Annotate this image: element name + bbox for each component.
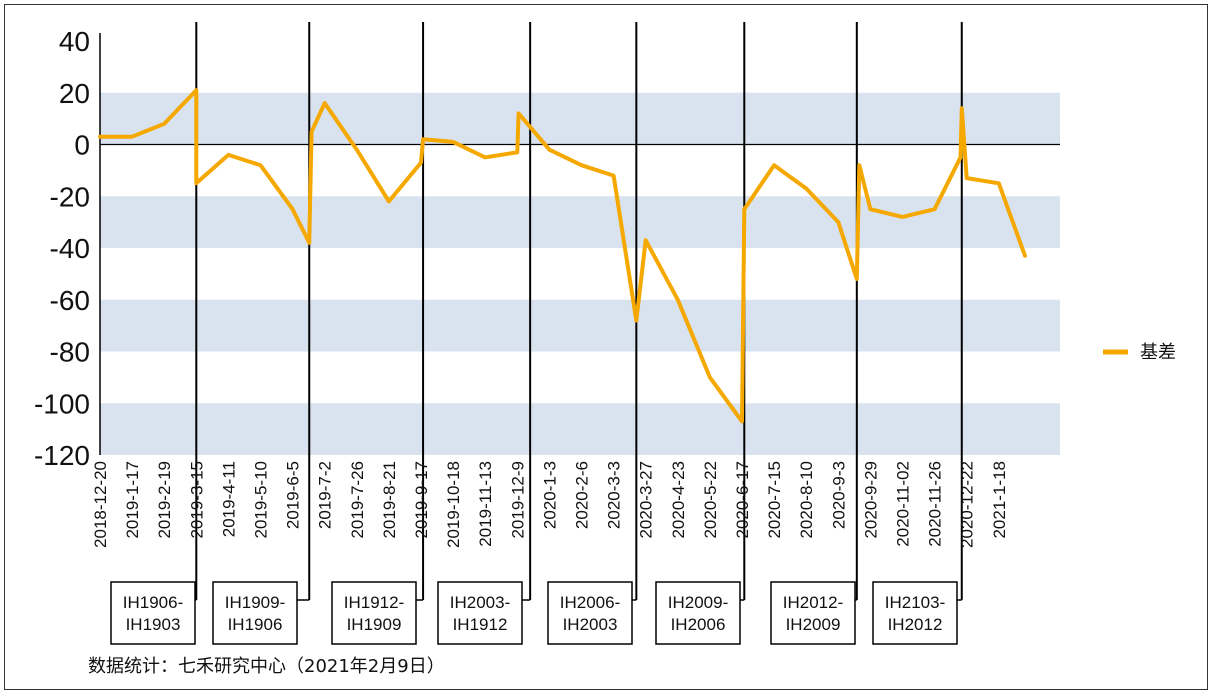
x-tick-label: 2019-7-26 [348,461,367,539]
x-tick-label: 2018-12-20 [91,461,110,548]
x-tick-label: 2020-9-29 [861,461,880,539]
grid-band-4 [100,403,1060,455]
x-tick-label: 2020-11-26 [926,461,945,547]
contract-label-bottom: IH2003 [563,615,618,634]
x-tick-label: 2020-5-22 [701,461,720,539]
grid-band-2 [100,196,1060,248]
x-tick-label: 2019-3-15 [187,461,206,539]
contract-label-top: IH2006- [560,593,620,612]
contract-label-bottom: IH2012 [888,615,943,634]
y-tick-label: -100 [34,388,90,419]
x-tick-label: 2019-5-10 [252,461,271,539]
grid-band-3 [100,299,1060,352]
contract-label-top: IH1906- [123,593,183,612]
x-tick-label: 2020-3-3 [605,461,624,529]
contract-label-top: IH2009- [668,593,728,612]
y-tick-label: 20 [59,78,90,109]
y-tick-label: -20 [50,181,90,212]
y-grid-bands [100,92,1060,455]
contract-label-box [110,581,196,645]
x-tick-label: 2019-12-9 [508,461,527,539]
contract-label-bottom: IH2006 [671,615,726,634]
contract-label-bottom: IH1909 [347,615,402,634]
x-tick-label: 2020-2-6 [573,461,592,529]
contract-label-box [872,581,958,645]
x-tick-label: 2020-12-22 [958,461,977,548]
contract-label-top: IH1909- [225,593,285,612]
x-tick-label: 2020-4-23 [669,461,688,539]
x-tick-label: 2020-7-15 [765,461,784,539]
x-tick-label: 2019-4-11 [219,461,238,537]
contract-labels: IH1906- IH1903 IH1909- IH1906 IH1912- IH1909 I… [110,581,958,645]
legend: 基差 [1103,342,1176,363]
x-tick-label: 2019-10-18 [444,461,463,548]
series-line-basis [98,88,1027,424]
x-tick-label: 2019-9-17 [412,461,431,539]
contract-label-top: IH1912- [344,593,404,612]
legend-label: 基差 [1140,342,1176,363]
y-tick-label: 40 [59,26,90,57]
contract-label-top: IH2003- [450,593,510,612]
y-tick-label: -80 [50,337,90,368]
contract-label-top: IH2103- [885,593,945,612]
y-tick-label: -60 [50,285,90,316]
contract-label-box [655,581,741,645]
x-tick-label: 2019-1-17 [123,461,142,539]
x-tick-label: 2020-3-27 [637,461,656,539]
contract-label-box [212,581,298,645]
x-tick-label: 2019-2-19 [155,461,174,539]
contract-label-bottom: IH1903 [126,615,181,634]
y-tick-label: 0 [74,130,90,161]
x-tick-label: 2020-9-3 [829,461,848,529]
y-tick-label: -40 [50,233,90,264]
x-tick-label: 2020-8-10 [797,461,816,539]
x-tick-label: 2019-7-2 [316,461,335,529]
contract-label-box [547,581,633,645]
x-tick-label: 2019-11-13 [476,461,495,547]
x-tick-label: 2019-6-5 [284,461,303,529]
x-axis-ticks: 2018-12-20 2019-1-17 2019-2-19 2019-3-15 201… [91,461,1009,548]
contract-label-box [770,581,856,645]
contract-label-bottom: IH1906 [228,615,283,634]
grid-band-1 [100,92,1060,145]
contract-label-bottom: IH2009 [786,615,841,634]
source-note: 数据统计：七禾研究中心（2021年2月9日） [88,656,445,677]
x-tick-label: 2020-11-02 [894,461,913,547]
x-tick-label: 2020-6-17 [733,461,752,539]
y-axis-ticks: 40 20 0 -20 -40 -60 -80 -100 -120 [34,26,90,471]
x-tick-label: 2020-1-3 [540,461,559,529]
x-tick-label: 2021-1-18 [990,461,1009,539]
contract-label-box [437,581,523,645]
contract-label-bottom: IH1912 [453,615,508,634]
y-tick-label: -120 [34,440,90,471]
x-tick-label: 2019-8-21 [380,461,399,539]
contract-label-box [331,581,417,645]
contract-label-top: IH2012- [783,593,843,612]
